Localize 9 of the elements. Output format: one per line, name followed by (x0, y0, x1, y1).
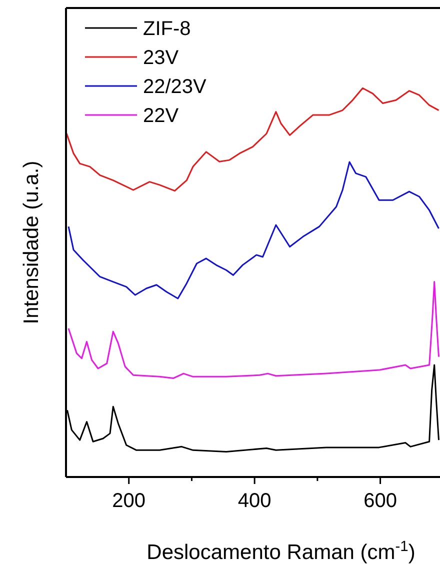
x-tick-label: 400 (238, 490, 272, 512)
x-axis-title: Deslocamento Raman (cm$^{-1}$) (146, 539, 416, 564)
x-tick-label: 600 (364, 490, 397, 512)
legend-label: ZIF-8 (143, 18, 191, 40)
legend-label: 22V (143, 105, 180, 127)
x-tick-label: 200 (112, 490, 146, 512)
legend-label: 22/23V (143, 76, 208, 98)
y-axis-title: Intensidade (u.a.) (20, 160, 43, 324)
legend-label: 23V (143, 47, 180, 69)
